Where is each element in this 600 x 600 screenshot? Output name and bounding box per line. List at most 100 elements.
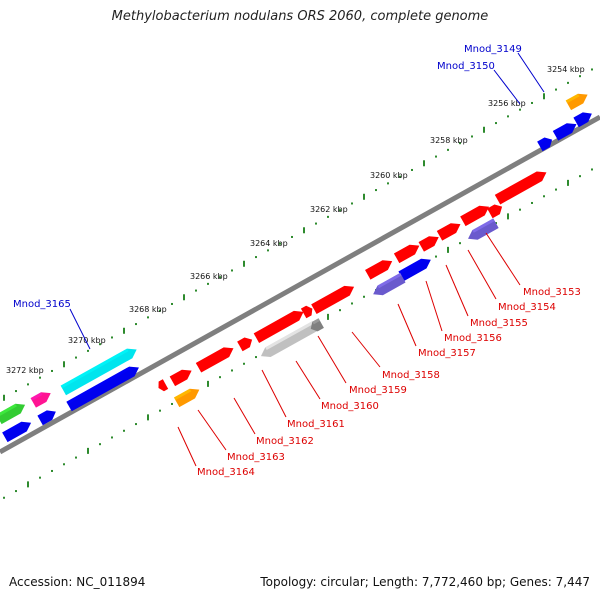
gene-arrow-highlight <box>253 310 296 336</box>
ruler-tick <box>375 189 377 192</box>
ruler-tick <box>339 309 341 312</box>
ruler-tick <box>147 316 149 319</box>
ruler-tick <box>51 469 53 472</box>
ruler-tick <box>447 246 449 253</box>
gene-arrow[interactable] <box>311 282 357 315</box>
ruler-tick <box>459 242 461 245</box>
gene-label[interactable]: Mnod_3163 <box>227 452 285 463</box>
ruler-tick <box>207 380 209 387</box>
gene-arrow-highlight <box>2 421 23 436</box>
ruler-tick <box>495 122 497 125</box>
ruler-tick <box>135 423 137 426</box>
gene-arrow-highlight <box>494 171 539 198</box>
gene-arrow[interactable] <box>365 256 395 280</box>
gene-arrow[interactable] <box>30 388 54 408</box>
gene-arrow-body <box>173 388 200 408</box>
ruler-tick <box>495 222 497 225</box>
leader-line <box>317 335 347 384</box>
gene-arrow-highlight <box>169 369 184 380</box>
ruler-tick <box>111 436 113 439</box>
ruler-tick <box>231 369 233 372</box>
gene-arrow-body <box>552 123 577 141</box>
gene-arrow[interactable] <box>237 335 255 352</box>
ruler-tick <box>195 289 197 292</box>
gene-arrow[interactable] <box>300 304 315 319</box>
gene-arrow[interactable] <box>0 400 28 425</box>
gene-label[interactable]: Mnod_3160 <box>321 401 379 412</box>
gene-label[interactable]: Mnod_3150 <box>437 61 495 72</box>
gene-arrow-highlight <box>0 403 17 418</box>
gene-label[interactable]: Mnod_3158 <box>382 370 440 381</box>
ruler-tick <box>339 209 341 212</box>
gene-arrow[interactable] <box>565 90 591 111</box>
gene-label[interactable]: Mnod_3155 <box>470 318 528 329</box>
gene-arrow[interactable] <box>169 366 195 387</box>
ruler-tick <box>399 175 401 178</box>
map-title: Methylobacterium nodulans ORS 2060, comp… <box>111 9 489 24</box>
gene-arrow[interactable] <box>537 135 555 152</box>
label-leaders <box>69 52 545 467</box>
gene-label[interactable]: Mnod_3162 <box>256 436 314 447</box>
gene-arrow-highlight <box>418 236 431 245</box>
scale-label: 3270 kbp <box>68 336 106 345</box>
ruler-tick <box>291 235 293 238</box>
gene-label[interactable]: Mnod_3164 <box>197 467 255 478</box>
ruler-tick <box>267 249 269 252</box>
leader-line <box>351 331 381 368</box>
gene-arrow[interactable] <box>552 119 579 141</box>
gene-label[interactable]: Mnod_3156 <box>444 333 502 344</box>
ruler-tick <box>363 193 365 200</box>
ruler-tick <box>471 135 473 138</box>
ruler-tick <box>87 349 89 352</box>
gene-arrow[interactable] <box>37 407 58 426</box>
gene-arrow[interactable] <box>393 241 422 264</box>
gene-label[interactable]: Mnod_3149 <box>464 44 522 55</box>
ruler-tick <box>579 175 581 178</box>
scale-labels: 3254 kbp 3256 kbp 3258 kbp 3260 kbp 3262… <box>6 65 585 375</box>
gene-arrow[interactable] <box>2 418 34 443</box>
gene-arrow[interactable] <box>156 379 169 393</box>
ruler-tick <box>63 361 65 368</box>
gene-arrow-body <box>195 347 234 373</box>
gene-label[interactable]: Mnod_3153 <box>523 287 581 298</box>
gene-arrow[interactable] <box>308 318 324 333</box>
gene-arrow[interactable] <box>195 343 236 373</box>
gene-arrow[interactable] <box>465 218 499 243</box>
ruler-tick <box>567 81 569 84</box>
gene-arrow[interactable] <box>494 168 549 205</box>
ruler-tick <box>351 202 353 205</box>
gene-label[interactable]: Mnod_3165 <box>13 299 71 310</box>
scale-label: 3258 kbp <box>430 136 468 145</box>
gene-arrow-body <box>393 244 420 264</box>
gene-arrow[interactable] <box>398 255 433 282</box>
ruler-tick <box>99 343 101 346</box>
gene-arrow[interactable] <box>253 307 307 343</box>
gene-arrow-highlight <box>472 218 495 233</box>
gene-arrow[interactable] <box>173 385 202 408</box>
scale-label: 3264 kbp <box>250 239 288 248</box>
leader-line <box>233 397 256 435</box>
gene-arrow[interactable] <box>60 345 140 396</box>
gene-arrow-highlight <box>398 258 423 275</box>
gene-arrow[interactable] <box>66 363 141 412</box>
gene-arrow[interactable] <box>487 202 505 219</box>
gene-arrow[interactable] <box>460 202 492 227</box>
gene-arrow[interactable] <box>418 232 442 252</box>
gene-arrow-highlight <box>158 379 165 385</box>
gene-arrow[interactable] <box>436 219 463 241</box>
ruler-tick <box>507 213 509 220</box>
gene-arrow-body <box>253 310 304 343</box>
gene-label[interactable]: Mnod_3159 <box>349 385 407 396</box>
gene-arrow[interactable] <box>258 321 318 361</box>
gene-label[interactable]: Mnod_3154 <box>498 302 556 313</box>
gene-label[interactable]: Mnod_3161 <box>287 419 345 430</box>
gene-arrow[interactable] <box>370 272 406 299</box>
ruler-tick <box>123 429 125 432</box>
gene-label[interactable]: Mnod_3157 <box>418 348 476 359</box>
ruler-tick <box>39 376 41 379</box>
gene-arrow[interactable] <box>573 109 594 128</box>
gene-arrow-highlight <box>365 260 385 273</box>
ruler-tick <box>75 456 77 459</box>
ruler-tick <box>315 222 317 225</box>
